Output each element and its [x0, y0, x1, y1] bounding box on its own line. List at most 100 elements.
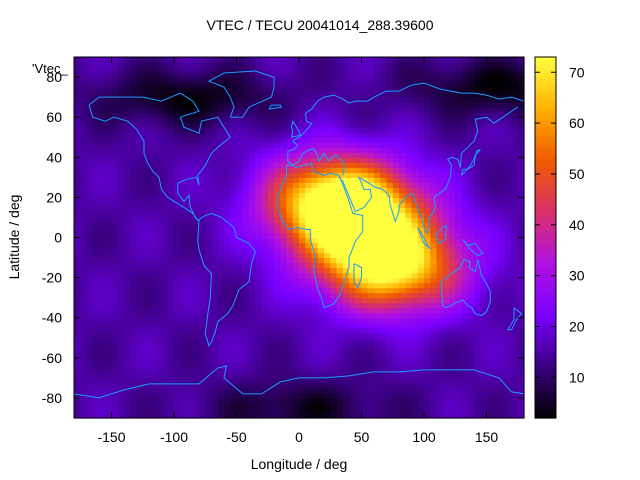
heatmap-cell: [130, 122, 138, 128]
heatmap-cell: [186, 137, 194, 143]
heatmap-cell: [92, 367, 100, 374]
heatmap-cell: [436, 192, 444, 198]
heatmap-cell: [424, 137, 431, 143]
heatmap-cell: [167, 87, 175, 93]
heatmap-cell: [305, 232, 313, 239]
heatmap-cell: [199, 167, 206, 173]
heatmap-cell: [211, 412, 219, 419]
heatmap-cell: [449, 307, 456, 314]
heatmap-cell: [317, 102, 325, 108]
heatmap-cell: [349, 347, 356, 354]
heatmap-cell: [74, 227, 81, 234]
heatmap-cell: [336, 197, 344, 203]
heatmap-cell: [367, 362, 375, 369]
heatmap-cell: [355, 192, 363, 198]
heatmap-cell: [111, 307, 119, 314]
heatmap-cell: [136, 107, 144, 113]
heatmap-cell: [111, 302, 119, 309]
heatmap-cell: [117, 172, 125, 178]
heatmap-cell: [274, 147, 281, 153]
heatmap-cell: [324, 377, 331, 384]
heatmap-cell: [236, 162, 244, 168]
heatmap-cell: [411, 202, 419, 209]
heatmap-cell: [461, 122, 469, 128]
heatmap-cell: [299, 132, 306, 138]
heatmap-cell: [242, 292, 250, 299]
heatmap-cell: [324, 297, 331, 304]
heatmap-cell: [474, 207, 481, 214]
heatmap-cell: [249, 182, 256, 188]
heatmap-cell: [92, 92, 100, 98]
heatmap-cell: [86, 97, 94, 103]
heatmap-cell: [180, 167, 188, 173]
heatmap-cell: [367, 397, 375, 404]
heatmap-cell: [261, 187, 269, 193]
heatmap-cell: [449, 402, 456, 409]
heatmap-cell: [461, 337, 469, 344]
heatmap-cell: [411, 387, 419, 394]
heatmap-cell: [467, 142, 475, 148]
heatmap-cell: [499, 227, 506, 234]
heatmap-cell: [86, 337, 94, 344]
heatmap-cell: [467, 307, 475, 314]
heatmap-cell: [155, 232, 163, 239]
heatmap-cell: [186, 67, 194, 73]
heatmap-cell: [455, 182, 463, 188]
heatmap-cell: [267, 352, 275, 359]
heatmap-cell: [436, 147, 444, 153]
heatmap-cell: [242, 232, 250, 239]
heatmap-cell: [161, 147, 169, 153]
heatmap-cell: [461, 77, 469, 83]
heatmap-cell: [280, 262, 288, 269]
heatmap-cell: [161, 132, 169, 138]
heatmap-cell: [361, 362, 369, 369]
heatmap-cell: [117, 357, 125, 364]
heatmap-cell: [399, 312, 406, 319]
heatmap-cell: [174, 292, 181, 299]
heatmap-cell: [361, 352, 369, 359]
heatmap-cell: [192, 172, 200, 178]
heatmap-cell: [330, 152, 338, 158]
heatmap-cell: [142, 72, 150, 78]
heatmap-cell: [499, 322, 506, 329]
heatmap-cell: [411, 287, 419, 294]
heatmap-cell: [292, 312, 300, 319]
heatmap-cell: [386, 172, 394, 178]
heatmap-cell: [461, 172, 469, 178]
heatmap-cell: [436, 212, 444, 219]
heatmap-cell: [324, 227, 331, 234]
heatmap-cell: [449, 292, 456, 299]
heatmap-cell: [480, 202, 488, 209]
heatmap-cell: [205, 332, 213, 339]
heatmap-cell: [492, 62, 500, 68]
heatmap-cell: [480, 137, 488, 143]
heatmap-cell: [99, 137, 106, 143]
heatmap-cell: [430, 232, 438, 239]
heatmap-cell: [392, 352, 400, 359]
heatmap-cell: [386, 412, 394, 419]
heatmap-cell: [430, 242, 438, 249]
heatmap-cell: [330, 317, 338, 324]
heatmap-cell: [386, 407, 394, 414]
heatmap-cell: [442, 352, 450, 359]
heatmap-cell: [142, 297, 150, 304]
heatmap-cell: [305, 222, 313, 229]
heatmap-cell: [205, 107, 213, 113]
heatmap-cell: [392, 207, 400, 214]
heatmap-cell: [92, 322, 100, 329]
heatmap-cell: [199, 147, 206, 153]
heatmap-cell: [399, 377, 406, 384]
heatmap-cell: [430, 182, 438, 188]
heatmap-cell: [311, 107, 319, 113]
heatmap-cell: [292, 182, 300, 188]
heatmap-cell: [174, 317, 181, 324]
heatmap-cell: [342, 322, 350, 329]
heatmap-cell: [274, 87, 281, 93]
heatmap-cell: [211, 87, 219, 93]
heatmap-cell: [174, 117, 181, 123]
heatmap-cell: [474, 112, 481, 118]
heatmap-cell: [74, 397, 81, 404]
heatmap-cell: [167, 202, 175, 209]
heatmap-cell: [205, 362, 213, 369]
heatmap-cell: [311, 127, 319, 133]
